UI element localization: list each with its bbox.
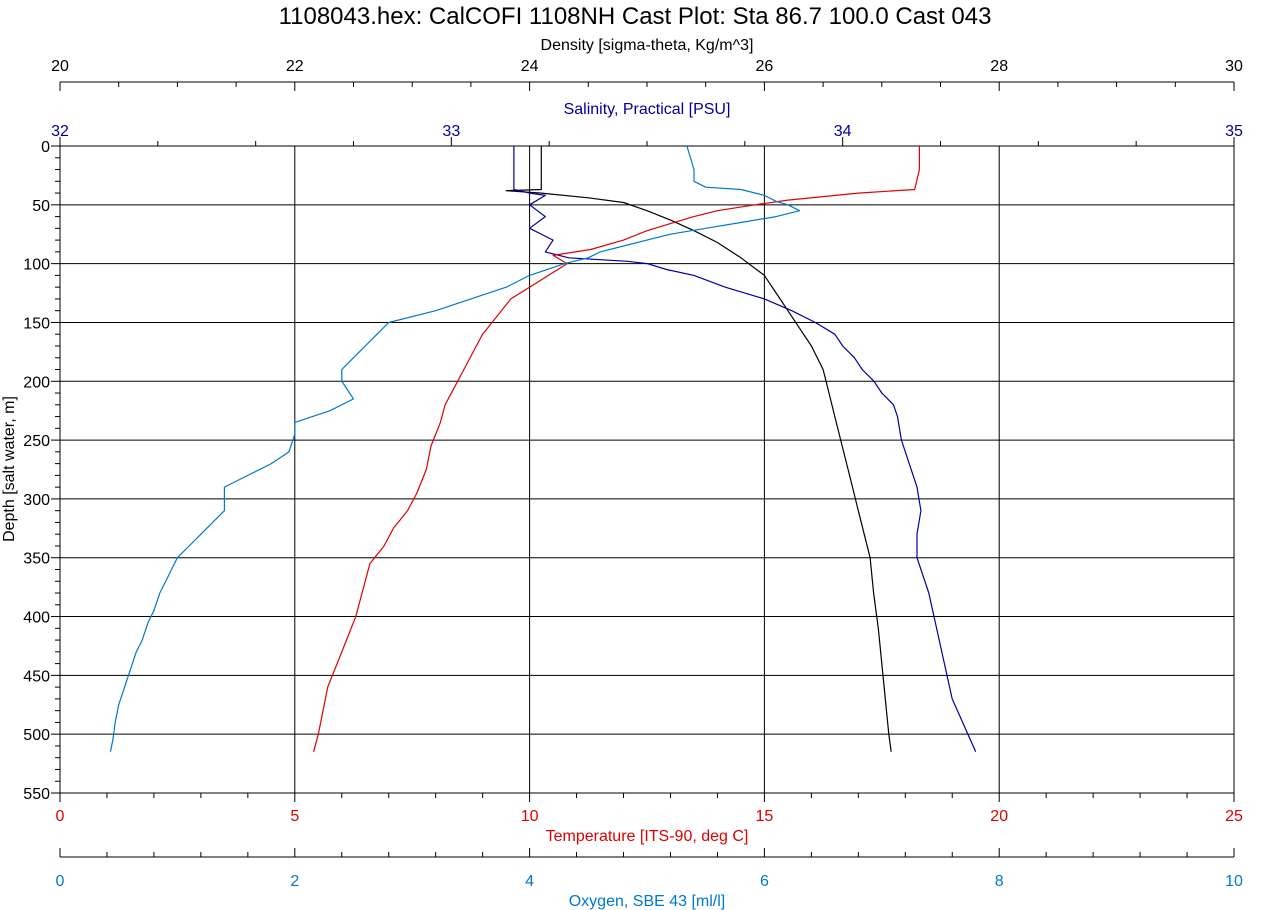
depth-tick-label: 450	[23, 668, 50, 685]
temperature-tick-label: 20	[990, 808, 1008, 825]
oxygen-axis-title: Oxygen, SBE 43 [ml/l]	[569, 893, 726, 910]
temperature-tick-label: 5	[290, 808, 299, 825]
depth-tick-label: 0	[41, 139, 50, 156]
oxygen-tick-label: 4	[525, 873, 534, 890]
oxygen-tick-label: 0	[56, 873, 65, 890]
depth-tick-label: 150	[23, 315, 50, 332]
temperature-profile-line	[313, 146, 921, 752]
density-tick-label: 24	[521, 58, 539, 75]
oxygen-profile-line	[109, 145, 801, 752]
temperature-tick-label: 25	[1225, 808, 1243, 825]
depth-tick-label: 350	[23, 551, 50, 568]
depth-tick-label: 200	[23, 374, 50, 391]
density-tick-label: 20	[51, 58, 69, 75]
salinity-tick-label: 35	[1225, 123, 1243, 140]
oxygen-tick-label: 8	[995, 873, 1004, 890]
depth-tick-label: 550	[23, 786, 50, 803]
temperature-tick-label: 0	[56, 808, 65, 825]
plot-title: 1108043.hex: CalCOFI 1108NH Cast Plot: S…	[279, 3, 992, 30]
depth-tick-label: 100	[23, 257, 50, 274]
density-tick-label: 28	[990, 58, 1008, 75]
temperature-tick-label: 15	[756, 808, 774, 825]
density-tick-label: 30	[1225, 58, 1243, 75]
depth-tick-label: 400	[23, 610, 50, 627]
salinity-tick-label: 34	[834, 123, 852, 140]
depth-tick-label: 250	[23, 433, 50, 450]
depth-tick-label: 50	[32, 198, 50, 215]
grid	[59, 145, 1235, 794]
depth-tick-label: 300	[23, 492, 50, 509]
oxygen-tick-label: 10	[1225, 873, 1243, 890]
oxygen-tick-label: 2	[290, 873, 299, 890]
oxygen-tick-label: 6	[760, 873, 769, 890]
depth-tick-label: 500	[23, 727, 50, 744]
density-axis-title: Density [sigma-theta, Kg/m^3]	[541, 37, 754, 54]
density-tick-label: 26	[756, 58, 774, 75]
temperature-tick-label: 10	[521, 808, 539, 825]
density-profile-line	[505, 146, 892, 752]
density-tick-label: 22	[286, 58, 304, 75]
salinity-tick-label: 33	[442, 123, 460, 140]
data-series	[109, 145, 977, 753]
temperature-axis-title: Temperature [ITS-90, deg C]	[546, 828, 749, 845]
salinity-profile-line	[513, 146, 977, 753]
salinity-tick-label: 32	[51, 123, 69, 140]
depth-axis-title: Depth [salt water, m]	[1, 396, 18, 542]
salinity-axis-title: Salinity, Practical [PSU]	[564, 101, 731, 118]
